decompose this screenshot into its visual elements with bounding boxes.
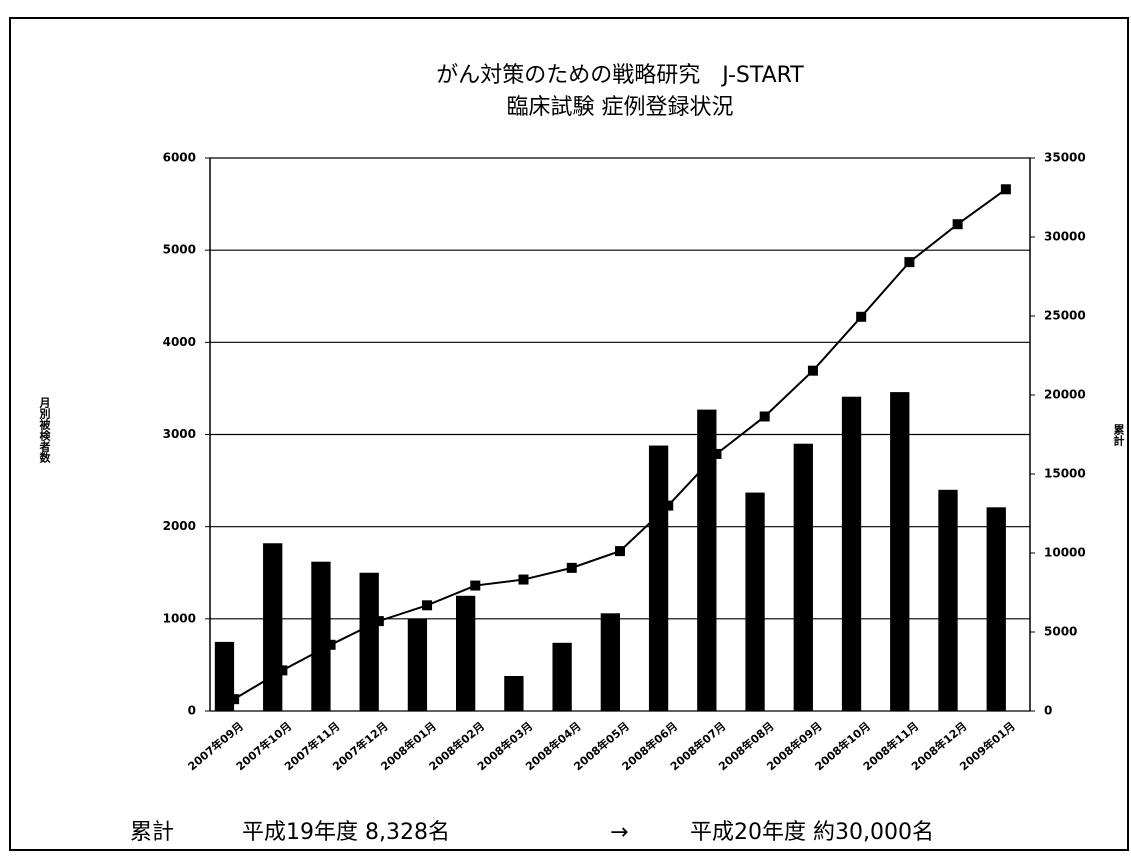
bar bbox=[697, 409, 717, 711]
marker bbox=[904, 257, 915, 268]
footer-right: 平成20年度 約30,000名 bbox=[690, 820, 934, 845]
bar bbox=[600, 613, 620, 711]
bar bbox=[359, 572, 379, 711]
y2-tick-label: 30000 bbox=[1044, 230, 1086, 244]
bar bbox=[648, 445, 669, 711]
y-tick-label: 0 bbox=[188, 704, 196, 718]
marker bbox=[229, 694, 240, 705]
marker bbox=[711, 448, 722, 459]
chart-title: がん対策のための戦略研究 J-START bbox=[436, 63, 804, 88]
y-tick-label: 6000 bbox=[163, 151, 196, 165]
y2-tick-label: 35000 bbox=[1044, 151, 1086, 165]
marker bbox=[807, 365, 818, 376]
y2-axis-label: 累計 bbox=[1112, 424, 1125, 447]
marker bbox=[663, 500, 674, 511]
y-axis-label: 月別被検者数 bbox=[38, 397, 52, 464]
y-tick-label: 1000 bbox=[163, 611, 196, 625]
marker bbox=[615, 546, 625, 557]
y2-tick-label: 25000 bbox=[1044, 309, 1086, 323]
y-tick-label: 4000 bbox=[163, 335, 196, 349]
y-tick-label: 2000 bbox=[163, 519, 196, 533]
y2-tick-label: 5000 bbox=[1044, 625, 1077, 639]
bar bbox=[311, 561, 331, 711]
bar bbox=[214, 641, 235, 711]
bar bbox=[986, 507, 1006, 711]
marker bbox=[1000, 184, 1011, 195]
marker bbox=[856, 311, 867, 322]
marker bbox=[470, 580, 481, 591]
bar bbox=[504, 675, 524, 711]
marker bbox=[422, 600, 433, 611]
marker bbox=[566, 562, 577, 573]
marker bbox=[952, 219, 963, 230]
y-tick-label: 3000 bbox=[163, 427, 196, 441]
marker bbox=[277, 665, 288, 676]
bar bbox=[552, 642, 572, 711]
marker bbox=[373, 616, 384, 627]
marker bbox=[325, 639, 336, 650]
bar bbox=[938, 489, 958, 711]
footer-arrow: → bbox=[610, 820, 628, 845]
bar bbox=[841, 396, 862, 711]
bar bbox=[456, 595, 476, 711]
y-tick-label: 5000 bbox=[163, 243, 196, 257]
y2-tick-label: 0 bbox=[1044, 704, 1052, 718]
marker bbox=[518, 574, 529, 585]
bar bbox=[793, 443, 813, 711]
footer-label: 累計 bbox=[130, 820, 174, 845]
y2-tick-label: 20000 bbox=[1044, 388, 1086, 402]
footer-left: 平成19年度 8,328名 bbox=[242, 820, 450, 845]
bar bbox=[407, 618, 428, 711]
marker bbox=[759, 411, 770, 422]
chart-subtitle: 臨床試験 症例登録状況 bbox=[507, 95, 734, 120]
frame bbox=[9, 17, 1129, 851]
y2-tick-label: 15000 bbox=[1044, 467, 1086, 481]
bar bbox=[263, 543, 283, 711]
y2-tick-label: 10000 bbox=[1044, 546, 1086, 560]
bar bbox=[745, 492, 765, 711]
bar bbox=[890, 392, 910, 711]
